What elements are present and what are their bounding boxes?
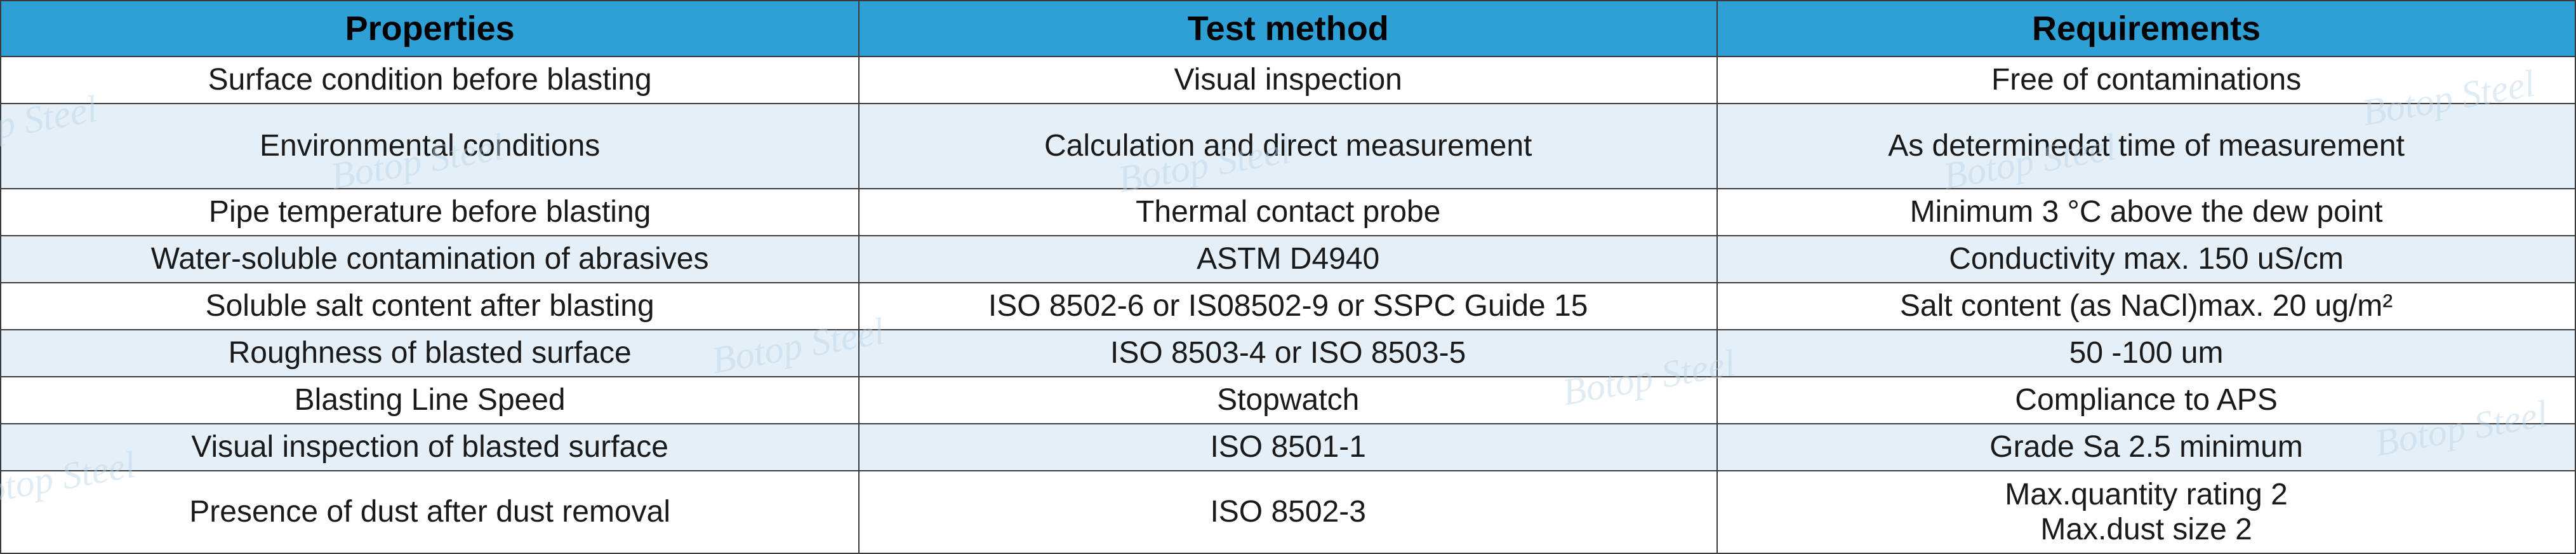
- cell-test-method: ISO 8503-4 or ISO 8503-5: [859, 330, 1717, 377]
- cell-properties: Blasting Line Speed: [1, 377, 859, 424]
- cell-test-method: ISO 8502-6 or IS08502-9 or SSPC Guide 15: [859, 283, 1717, 330]
- cell-requirements: Conductivity max. 150 uS/cm: [1717, 236, 2575, 283]
- cell-test-method: Visual inspection: [859, 57, 1717, 104]
- cell-test-method: ASTM D4940: [859, 236, 1717, 283]
- table-row: Water-soluble contamination of abrasives…: [1, 236, 2575, 283]
- table-container: Properties Test method Requirements Surf…: [0, 0, 2576, 540]
- table-row: Visual inspection of blasted surface ISO…: [1, 424, 2575, 471]
- cell-requirements: Free of contaminations: [1717, 57, 2575, 104]
- cell-properties: Presence of dust after dust removal: [1, 471, 859, 553]
- cell-properties: Environmental conditions: [1, 104, 859, 189]
- table-row: Presence of dust after dust removal ISO …: [1, 471, 2575, 553]
- col-header-properties: Properties: [1, 1, 859, 57]
- cell-test-method: ISO 8501-1: [859, 424, 1717, 471]
- cell-properties: Water-soluble contamination of abrasives: [1, 236, 859, 283]
- table-row: Blasting Line Speed Stopwatch Compliance…: [1, 377, 2575, 424]
- col-header-test-method: Test method: [859, 1, 1717, 57]
- cell-test-method: Calculation and direct measurement: [859, 104, 1717, 189]
- table-row: Pipe temperature before blasting Thermal…: [1, 189, 2575, 236]
- cell-properties: Soluble salt content after blasting: [1, 283, 859, 330]
- table-row: Environmental conditions Calculation and…: [1, 104, 2575, 189]
- cell-requirements: Minimum 3 °C above the dew point: [1717, 189, 2575, 236]
- cell-requirements: Salt content (as NaCl)max. 20 ug/m²: [1717, 283, 2575, 330]
- cell-properties: Surface condition before blasting: [1, 57, 859, 104]
- cell-requirements: Grade Sa 2.5 minimum: [1717, 424, 2575, 471]
- cell-properties: Roughness of blasted surface: [1, 330, 859, 377]
- table-row: Soluble salt content after blasting ISO …: [1, 283, 2575, 330]
- cell-requirements: As determinedat time of measurement: [1717, 104, 2575, 189]
- cell-req-line-1: Max.quantity rating 2Max.dust size 2: [1723, 477, 2570, 547]
- cell-properties: Visual inspection of blasted surface: [1, 424, 859, 471]
- spec-table: Properties Test method Requirements Surf…: [0, 0, 2576, 554]
- table-row: Surface condition before blasting Visual…: [1, 57, 2575, 104]
- cell-test-method: Thermal contact probe: [859, 189, 1717, 236]
- cell-requirements: Max.quantity rating 2Max.dust size 2: [1717, 471, 2575, 553]
- table-header-row: Properties Test method Requirements: [1, 1, 2575, 57]
- col-header-requirements: Requirements: [1717, 1, 2575, 57]
- cell-requirements: Compliance to APS: [1717, 377, 2575, 424]
- cell-test-method: ISO 8502-3: [859, 471, 1717, 553]
- cell-properties: Pipe temperature before blasting: [1, 189, 859, 236]
- cell-test-method: Stopwatch: [859, 377, 1717, 424]
- cell-requirements: 50 -100 um: [1717, 330, 2575, 377]
- table-row: Roughness of blasted surface ISO 8503-4 …: [1, 330, 2575, 377]
